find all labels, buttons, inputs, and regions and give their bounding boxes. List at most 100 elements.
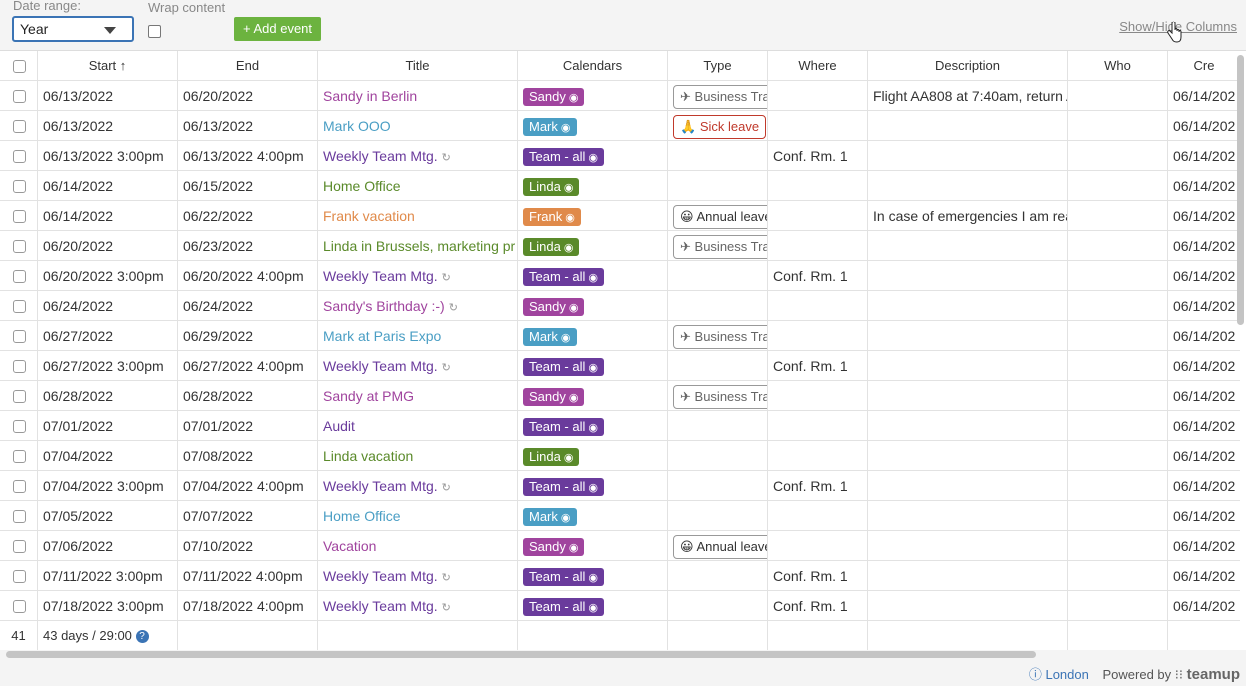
- row-checkbox[interactable]: [13, 570, 26, 583]
- col-where-header[interactable]: Where: [768, 51, 868, 81]
- title-cell[interactable]: Audit: [318, 411, 518, 441]
- col-description-header[interactable]: Description: [868, 51, 1068, 81]
- event-title[interactable]: Home Office: [323, 178, 401, 194]
- title-cell[interactable]: Mark OOO: [318, 111, 518, 141]
- title-cell[interactable]: Home Office: [318, 171, 518, 201]
- row-checkbox[interactable]: [13, 180, 26, 193]
- wrap-content-checkbox[interactable]: [148, 25, 161, 38]
- title-cell[interactable]: Mark at Paris Expo: [318, 321, 518, 351]
- where-cell: [768, 441, 868, 471]
- row-checkbox[interactable]: [13, 150, 26, 163]
- row-checkbox[interactable]: [13, 90, 26, 103]
- title-cell[interactable]: Weekly Team Mtg. ↻: [318, 261, 518, 291]
- event-title[interactable]: Weekly Team Mtg.: [323, 598, 438, 614]
- row-checkbox[interactable]: [13, 540, 26, 553]
- help-icon[interactable]: ?: [135, 630, 149, 644]
- title-cell[interactable]: Home Office: [318, 501, 518, 531]
- event-title[interactable]: Weekly Team Mtg.: [323, 478, 438, 494]
- timezone-link[interactable]: ⓘ London: [1028, 667, 1089, 682]
- table-row[interactable]: 06/20/2022 06/23/2022 Linda in Brussels, m…: [0, 231, 1240, 261]
- title-cell[interactable]: Linda vacation: [318, 441, 518, 471]
- row-checkbox[interactable]: [13, 270, 26, 283]
- event-title[interactable]: Mark at Paris Expo: [323, 328, 442, 344]
- title-cell[interactable]: Linda in Brussels, marketing pr: [318, 231, 518, 261]
- table-row[interactable]: 06/27/2022 06/29/2022 Mark at Paris Expo Ma…: [0, 321, 1240, 351]
- title-cell[interactable]: Sandy's Birthday :-) ↻: [318, 291, 518, 321]
- calendar-cell: Sandy ◉: [518, 81, 668, 111]
- row-checkbox[interactable]: [13, 240, 26, 253]
- event-title[interactable]: Sandy in Berlin: [323, 88, 418, 104]
- row-checkbox[interactable]: [13, 390, 26, 403]
- title-cell[interactable]: Weekly Team Mtg. ↻: [318, 471, 518, 501]
- row-checkbox[interactable]: [13, 420, 26, 433]
- event-title[interactable]: Frank vacation: [323, 208, 415, 224]
- table-row[interactable]: 06/24/2022 06/24/2022 Sandy's Birthday :-)…: [0, 291, 1240, 321]
- row-checkbox[interactable]: [13, 600, 26, 613]
- row-checkbox[interactable]: [13, 300, 26, 313]
- vertical-scrollbar[interactable]: [1237, 55, 1244, 325]
- event-title[interactable]: Sandy's Birthday :-): [323, 298, 445, 314]
- event-title[interactable]: Mark OOO: [323, 118, 391, 134]
- event-title[interactable]: Weekly Team Mtg.: [323, 568, 438, 584]
- table-row[interactable]: 06/14/2022 06/22/2022 Frank vacation Frank ◉…: [0, 201, 1240, 231]
- row-checkbox[interactable]: [13, 360, 26, 373]
- col-type-header[interactable]: Type: [668, 51, 768, 81]
- event-title[interactable]: Weekly Team Mtg.: [323, 358, 438, 374]
- col-who-header[interactable]: Who: [1068, 51, 1168, 81]
- title-cell[interactable]: Frank vacation: [318, 201, 518, 231]
- row-checkbox[interactable]: [13, 450, 26, 463]
- table-row[interactable]: 07/05/2022 07/07/2022 Home Office Mark ◉ 06/1…: [0, 501, 1240, 531]
- event-title[interactable]: Vacation: [323, 538, 377, 554]
- table-row[interactable]: 07/11/2022 3:00pm 07/11/2022 4:00pm Weekly…: [0, 561, 1240, 591]
- table-row[interactable]: 06/20/2022 3:00pm 06/20/2022 4:00pm Weekly…: [0, 261, 1240, 291]
- table-row[interactable]: 06/13/2022 06/13/2022 Mark OOO Mark ◉ 🙏 Sick …: [0, 111, 1240, 141]
- event-title[interactable]: Linda in Brussels, marketing pr: [323, 238, 516, 254]
- row-checkbox[interactable]: [13, 210, 26, 223]
- date-range-select[interactable]: Year: [12, 16, 134, 42]
- footer-cell: [1068, 621, 1168, 650]
- table-row[interactable]: 07/04/2022 3:00pm 07/04/2022 4:00pm Weekly…: [0, 471, 1240, 501]
- table-row[interactable]: 06/13/2022 3:00pm 06/13/2022 4:00pm Weekly…: [0, 141, 1240, 171]
- teamup-brand[interactable]: teamup: [1186, 666, 1240, 683]
- col-title-header[interactable]: Title: [318, 51, 518, 81]
- row-checkbox[interactable]: [13, 120, 26, 133]
- horizontal-scrollbar[interactable]: [6, 651, 1036, 658]
- add-event-button[interactable]: + Add event: [234, 17, 321, 41]
- table-row[interactable]: 07/01/2022 07/01/2022 Audit Team - all ◉ 06/1…: [0, 411, 1240, 441]
- who-cell: [1068, 561, 1168, 591]
- table-row[interactable]: 07/04/2022 07/08/2022 Linda vacation Linda ◉…: [0, 441, 1240, 471]
- title-cell[interactable]: Weekly Team Mtg. ↻: [318, 591, 518, 621]
- calendar-name: Sandy: [529, 299, 566, 315]
- col-start-header[interactable]: Start ↑: [38, 51, 178, 81]
- table-row[interactable]: 07/06/2022 07/10/2022 Vacation Sandy ◉ 😀 Annu…: [0, 531, 1240, 561]
- title-cell[interactable]: Vacation: [318, 531, 518, 561]
- title-cell[interactable]: Weekly Team Mtg. ↻: [318, 141, 518, 171]
- row-checkbox[interactable]: [13, 510, 26, 523]
- select-all-checkbox[interactable]: [13, 60, 26, 73]
- calendar-name: Mark: [529, 329, 558, 345]
- event-title[interactable]: Audit: [323, 418, 355, 434]
- row-checkbox[interactable]: [13, 330, 26, 343]
- calendar-name: Mark: [529, 119, 558, 135]
- title-cell[interactable]: Sandy in Berlin: [318, 81, 518, 111]
- description-cell: [868, 471, 1068, 501]
- row-checkbox[interactable]: [13, 480, 26, 493]
- event-title[interactable]: Sandy at PMG: [323, 388, 415, 404]
- event-title[interactable]: Linda vacation: [323, 448, 414, 464]
- col-created-header[interactable]: Cre: [1193, 58, 1215, 73]
- event-title[interactable]: Weekly Team Mtg.: [323, 268, 438, 284]
- table-row[interactable]: 06/27/2022 3:00pm 06/27/2022 4:00pm Weekly…: [0, 351, 1240, 381]
- show-hide-columns-link[interactable]: Show/Hide Columns: [1119, 19, 1237, 34]
- table-row[interactable]: 07/18/2022 3:00pm 07/18/2022 4:00pm Weekly…: [0, 591, 1240, 621]
- table-row[interactable]: 06/14/2022 06/15/2022 Home Office Linda ◉ 06/…: [0, 171, 1240, 201]
- col-end-header[interactable]: End: [178, 51, 318, 81]
- title-cell[interactable]: Sandy at PMG: [318, 381, 518, 411]
- table-row[interactable]: 06/28/2022 06/28/2022 Sandy at PMG Sandy ◉ ✈ …: [0, 381, 1240, 411]
- col-calendars-header[interactable]: Calendars: [518, 51, 668, 81]
- event-title[interactable]: Weekly Team Mtg.: [323, 148, 438, 164]
- table-row[interactable]: 06/13/2022 06/20/2022 Sandy in Berlin Sandy…: [0, 81, 1240, 111]
- event-type-label: Business Tra: [694, 89, 768, 105]
- title-cell[interactable]: Weekly Team Mtg. ↻: [318, 351, 518, 381]
- event-title[interactable]: Home Office: [323, 508, 401, 524]
- title-cell[interactable]: Weekly Team Mtg. ↻: [318, 561, 518, 591]
